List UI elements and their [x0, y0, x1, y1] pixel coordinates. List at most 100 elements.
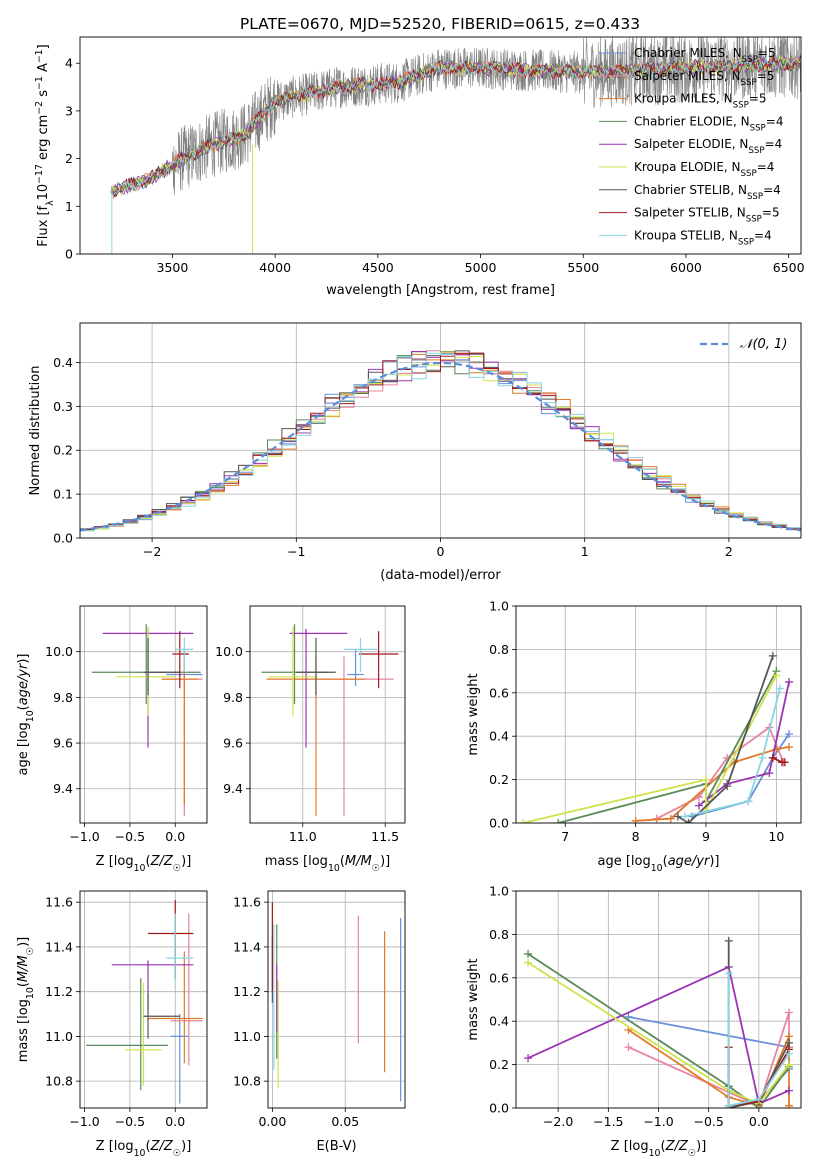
[object SVGGElement]-part: A	[36, 63, 51, 76]
y-tick-label: 2	[65, 151, 73, 166]
x-tick-label: 5500	[567, 260, 599, 275]
y-tick-label: 4	[65, 56, 73, 71]
[object SVGGElement]-part: 10	[25, 987, 36, 999]
x-tick-label: 2	[725, 544, 733, 559]
y-tick-label: 10.0	[45, 644, 73, 659]
[object SVGGElement]: Z [log10(Z/Z☉)]	[96, 1139, 192, 1159]
x-tick-label: 6000	[670, 260, 702, 275]
[object SVGGElement]-part: (	[16, 705, 31, 710]
[object SVGGElement]-part: 10	[651, 863, 663, 874]
legend-suffix: =5	[749, 92, 767, 106]
[object SVGGElement]: Z [log10(Z/Z☉)]	[96, 854, 192, 874]
[object SVGGElement]-part: (	[146, 1139, 151, 1154]
legend-label: Chabrier ELODIE, N	[634, 114, 750, 128]
legend-label: 𝒩(0, 1)	[740, 337, 787, 352]
series-marker	[723, 782, 732, 791]
legend-sub: SSP	[733, 101, 749, 111]
model-spectrum	[112, 57, 801, 197]
panel-residual_distribution: −2 −1 0 1 2 0.0 0.1 0.2 0.3 0.4 (data-model)/error…	[28, 322, 802, 583]
[object SVGGElement]-part: ☉	[372, 863, 380, 874]
y-tick-label: 0.8	[489, 642, 509, 657]
x-tick-label: 4000	[259, 260, 291, 275]
[object SVGGElement]-part: (	[340, 854, 345, 869]
[object SVGGElement]: age [log10(age/yr)]	[597, 854, 719, 874]
[object SVGGElement]-part: 10	[134, 863, 146, 874]
series-marker	[519, 819, 528, 823]
x-tick-label: 8	[632, 829, 640, 844]
axes-frame	[79, 36, 802, 255]
series-marker	[775, 684, 784, 693]
legend-entry: Kroupa MILES, NSSP=5	[634, 92, 767, 111]
series-marker	[724, 1101, 733, 1108]
x-tick-label: −1.0	[69, 829, 99, 844]
axes-frame	[249, 605, 406, 824]
legend-entry: Chabrier ELODIE, NSSP=4	[634, 114, 783, 133]
[object SVGGElement]-part: age/yr	[16, 662, 31, 705]
legend-suffix: =5	[762, 206, 780, 220]
series-marker	[758, 753, 767, 762]
series-marker	[680, 812, 689, 821]
legend-entry: Chabrier STELIB, NSSP=4	[634, 183, 781, 202]
[object SVGGElement]-part: (	[663, 854, 668, 869]
[object SVGGElement]-part: 10	[25, 710, 36, 722]
y-tick-label: 0.6	[489, 970, 509, 985]
panels: 3500 4000 4500 5000 5500 6000 6500 0 1 2 3 4 wavelen…	[16, 36, 805, 1159]
x-tick-label: 6500	[773, 260, 805, 275]
series-marker	[768, 651, 777, 660]
x-tick-label: −0.5	[693, 1114, 723, 1129]
y-tick-label: 1.0	[489, 884, 509, 899]
series-marker	[744, 797, 753, 806]
y-tick-label: 9.8	[223, 690, 243, 705]
legend-sub: SSP	[746, 215, 762, 225]
y-tick-label: 0.6	[489, 685, 509, 700]
series-marker	[784, 1008, 793, 1017]
series-marker	[754, 1095, 763, 1104]
x-tick-label: 3500	[157, 260, 189, 275]
[object SVGGElement]: Z [log10(Z/Z☉)]	[611, 1139, 707, 1159]
[object SVGGElement]-part: )]	[181, 854, 191, 869]
panel-age_vs_Z: −1.0 −0.5 0.09.49.69.810.0Z [log10(Z/Z☉)]a…	[16, 605, 208, 874]
series-marker	[780, 758, 789, 767]
x-tick-label: 1	[581, 544, 589, 559]
legend-entry: Salpeter MILES, NSSP=5	[634, 69, 774, 88]
y-tick-label: 10.8	[45, 1074, 73, 1089]
model-spectrum	[112, 56, 801, 193]
[object SVGGElement]-part: −1	[34, 76, 45, 90]
y-axis-label: Normed distribution	[28, 366, 43, 496]
[object SVGGElement]-part: Z/Z	[150, 1139, 174, 1154]
y-tick-label: 0.2	[489, 1057, 509, 1072]
y-axis-label: mass weight	[466, 673, 481, 755]
x-tick-label: −1.0	[643, 1114, 673, 1129]
series-line	[527, 965, 790, 1105]
panel-mass_weight_vs_age: 7 8 9 10 0.0 0.2 0.4 0.6 0.8 1.0 mass weight age [l…	[466, 599, 802, 874]
y-tick-label: 1	[65, 199, 73, 214]
series-marker	[765, 769, 774, 778]
legend-label: Chabrier STELIB, N	[634, 183, 747, 197]
[object SVGGElement]-part: ☉	[173, 1148, 181, 1159]
x-tick-label: 0.0	[165, 829, 185, 844]
x-tick-label: 0.05	[331, 1114, 359, 1129]
legend-sub: SSP	[741, 78, 757, 88]
[object SVGGElement]-part: (	[16, 982, 31, 987]
series-line	[698, 681, 790, 807]
y-tick-label: 0.0	[53, 531, 73, 546]
axes-frame	[79, 322, 802, 539]
y-tick-label: 1.0	[489, 599, 509, 614]
series-marker	[673, 812, 682, 821]
legend-suffix: =4	[763, 183, 781, 197]
series-marker	[784, 1060, 793, 1069]
y-tick-label: 0.2	[53, 443, 73, 458]
x-tick-label: 10	[768, 829, 784, 844]
panel-mass_vs_Z: −1.0 −0.5 0.010.811.011.211.411.6Z [log10(…	[16, 890, 208, 1159]
y-tick-label: 0.4	[53, 355, 73, 370]
y-tick-label: 9.4	[53, 781, 73, 796]
[object SVGGElement]-part: (	[146, 854, 151, 869]
legend-label: Salpeter STELIB, N	[634, 206, 746, 220]
x-tick-label: 11.5	[371, 829, 399, 844]
axes-frame	[515, 605, 802, 824]
series-marker	[785, 730, 794, 739]
legend-label: Chabrier MILES, N	[634, 46, 742, 60]
series-marker	[772, 671, 781, 680]
legend-entry: Salpeter STELIB, NSSP=5	[634, 206, 780, 225]
